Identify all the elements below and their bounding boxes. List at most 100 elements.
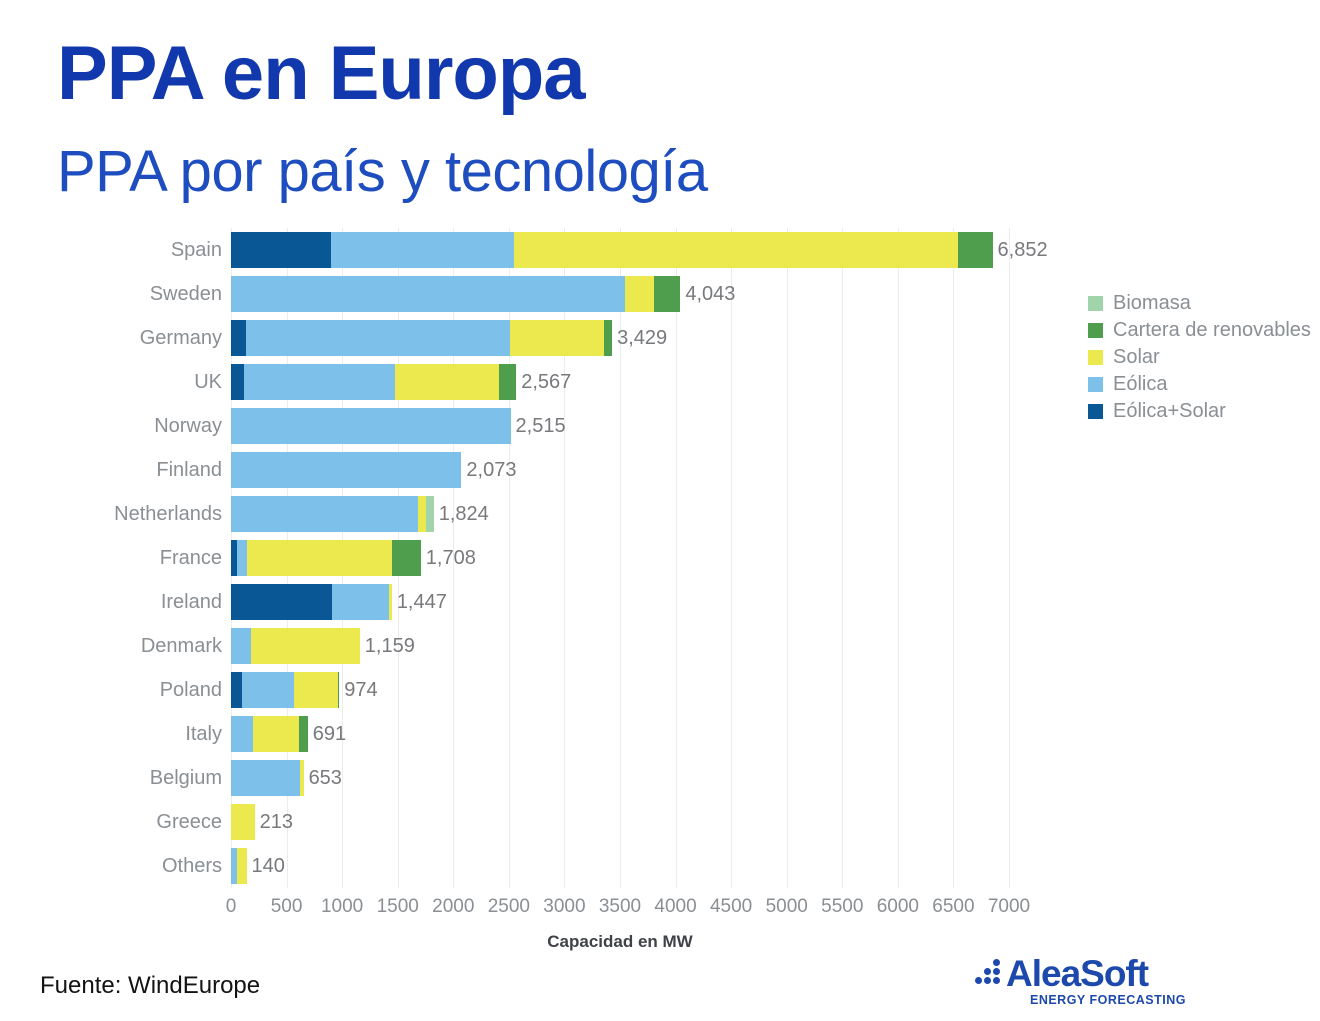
stacked-bar — [231, 760, 304, 796]
legend-item-eolica_solar: Eólica+Solar — [1088, 398, 1311, 425]
aleasoft-dots-icon — [974, 958, 1001, 985]
x-tick-label: 7000 — [987, 896, 1031, 917]
x-axis-ticks: 0 500 1000 1500 2000 2500 3000 3500 4000 4500 5000… — [226, 890, 1068, 917]
country-label: Denmark — [140, 634, 222, 657]
bar-segment-eolica — [231, 496, 418, 532]
x-tick-label: 2000 — [432, 896, 475, 917]
bar-segment-eolica — [231, 452, 462, 488]
bar-segment-cartera — [654, 276, 681, 312]
bar-segment-solar — [251, 628, 360, 664]
stacked-bar — [231, 672, 340, 708]
bar-segment-solar — [253, 716, 299, 752]
bar-segment-solar — [236, 848, 247, 884]
bar-row: 1,447 — [231, 580, 1068, 624]
bar-segment-eolica_solar — [231, 672, 242, 708]
country-label: UK — [194, 370, 222, 393]
legend-swatch-eolica — [1088, 377, 1103, 392]
gridline — [508, 228, 510, 888]
aleasoft-logo: AleaSoft ENERGY FORECASTING — [974, 955, 1186, 1007]
legend-label: Biomasa — [1113, 292, 1191, 314]
country-label: Spain — [170, 238, 222, 261]
x-tick-label: 500 — [270, 896, 303, 917]
bar-segment-eolica_solar — [231, 364, 244, 400]
stacked-bar — [231, 320, 613, 356]
bar-segment-eolica — [231, 276, 625, 312]
value-label: 2,567 — [521, 370, 572, 393]
bar-row: 3,429 — [231, 316, 1068, 360]
value-label: 1,159 — [364, 634, 415, 657]
ppa-bar-chart: Spain Sweden Germany UK Norway Finland Netherl… — [38, 228, 1068, 952]
bar-row: 1,708 — [231, 536, 1068, 580]
bar-segment-cartera — [298, 716, 308, 752]
bar-row: 653 — [231, 756, 1068, 800]
x-tick-label: 2500 — [487, 896, 530, 917]
value-label: 1,708 — [425, 546, 476, 569]
gridline — [731, 228, 733, 888]
x-tick-label: 6000 — [876, 896, 919, 917]
value-label: 691 — [312, 722, 347, 745]
stacked-bar — [231, 232, 993, 268]
legend-label: Cartera de renovables — [1113, 319, 1311, 341]
country-label: Finland — [156, 458, 222, 481]
stacked-bar — [231, 496, 434, 532]
value-label: 6,852 — [997, 238, 1048, 261]
bar-segment-eolica — [231, 760, 300, 796]
bar-segment-solar — [514, 232, 958, 268]
value-label: 4,043 — [685, 282, 736, 305]
legend-item-eolica: Eólica — [1088, 371, 1311, 398]
bar-segment-solar — [395, 364, 500, 400]
bar-segment-solar — [231, 804, 255, 840]
bar-segment-eolica — [332, 584, 389, 620]
legend-item-cartera: Cartera de renovables — [1088, 317, 1311, 344]
gridline — [675, 228, 677, 888]
bar-segment-eolica — [331, 232, 515, 268]
bar-segment-eolica — [231, 848, 237, 884]
bar-segment-eolica — [231, 628, 251, 664]
x-tick-label: 5500 — [821, 896, 864, 917]
x-tick-label: 3000 — [543, 896, 586, 917]
country-label: Netherlands — [114, 502, 222, 525]
bar-segment-eolica — [237, 540, 248, 576]
value-label: 1,447 — [396, 590, 447, 613]
value-label: 3,429 — [617, 326, 668, 349]
source-text: Fuente: WindEurope — [40, 972, 261, 999]
country-label: Norway — [154, 414, 222, 437]
value-label: 213 — [259, 810, 294, 833]
stacked-bar — [231, 848, 247, 884]
country-label: Italy — [185, 722, 222, 745]
bar-segment-eolica_solar — [231, 320, 246, 356]
bar-row: 6,852 — [231, 228, 1068, 272]
x-tick-label: 6500 — [932, 896, 975, 917]
x-tick-label: 4000 — [654, 896, 697, 917]
country-label: Sweden — [149, 282, 222, 305]
stacked-bar — [231, 452, 462, 488]
bar-row: 4,043 — [231, 272, 1068, 316]
gridline — [620, 228, 621, 888]
bar-segment-solar — [247, 540, 393, 576]
country-label: Ireland — [160, 590, 222, 613]
bar-segment-cartera — [499, 364, 517, 400]
country-label: Poland — [159, 678, 222, 701]
stacked-bar — [231, 584, 392, 620]
gridline — [786, 228, 788, 888]
country-label: Germany — [139, 326, 222, 349]
bar-segment-eolica_solar — [231, 232, 332, 268]
bar-row: 2,515 — [231, 404, 1068, 448]
country-label: France — [159, 546, 222, 569]
plot-area: 6,852 4,043 3,429 2,567 2,515 2,073 1,824 1,708… — [226, 228, 1068, 952]
gridline — [453, 228, 455, 888]
legend-item-biomasa: Biomasa — [1088, 290, 1311, 317]
bar-segment-cartera — [604, 320, 613, 356]
legend-swatch-biomasa — [1088, 296, 1103, 311]
bar-segment-eolica — [241, 672, 295, 708]
page-subtitle: PPA por país y tecnología — [57, 139, 708, 204]
bar-row: 1,159 — [231, 624, 1068, 668]
legend-swatch-eolica_solar — [1088, 404, 1103, 419]
value-label: 653 — [308, 766, 342, 789]
logo-name: AleaSoft — [1006, 953, 1149, 994]
legend-swatch-cartera — [1088, 323, 1103, 338]
bar-segment-eolica_solar — [231, 540, 238, 576]
chart-legend: Biomasa Cartera de renovables Solar Eólica E… — [1088, 290, 1311, 425]
x-tick-label: 3500 — [598, 896, 642, 917]
